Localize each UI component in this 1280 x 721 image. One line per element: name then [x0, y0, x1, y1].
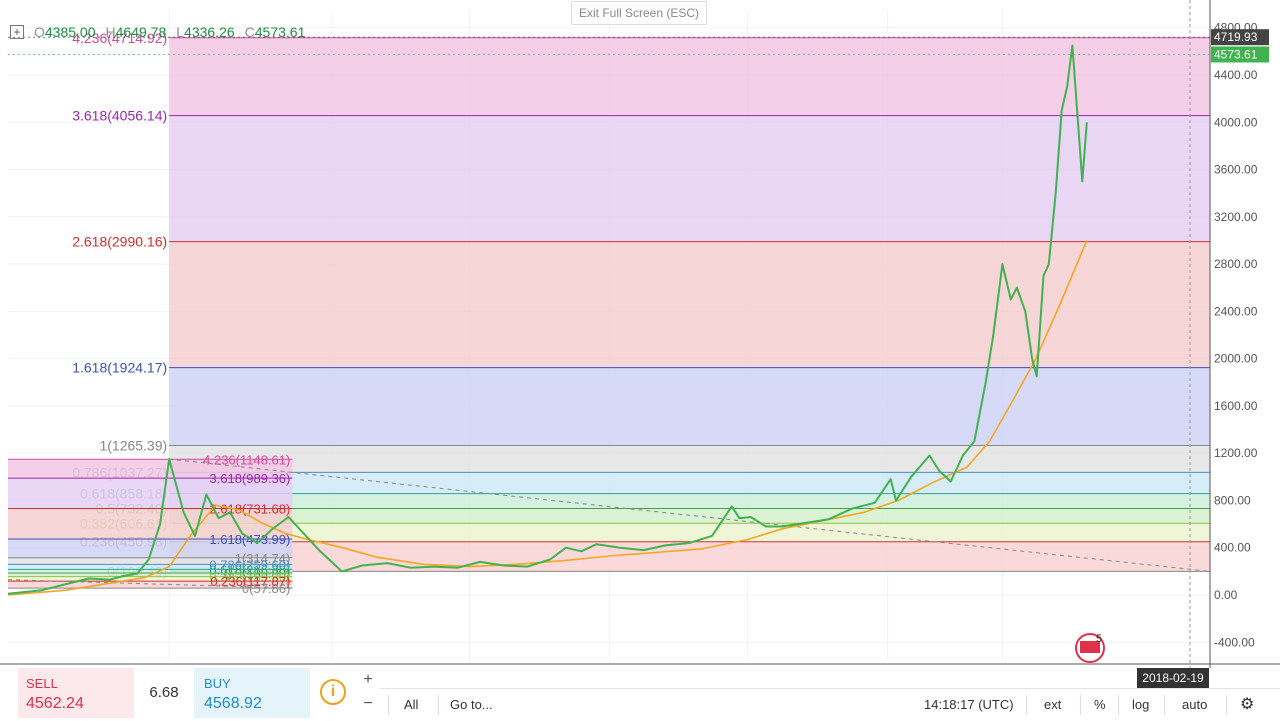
- fib-extension-small: 4.236(1148.61) 3.618(989.36) 2.618(731.68)…: [8, 452, 293, 596]
- low-value: 4336.26: [184, 24, 235, 40]
- settings-icon[interactable]: ⚙: [1240, 696, 1255, 713]
- low-label: L: [176, 24, 185, 40]
- high-label: H: [105, 24, 116, 40]
- y-tick-label: 2800.00: [1214, 257, 1258, 271]
- fib-band: [8, 581, 293, 589]
- zoom-in-button[interactable]: +: [363, 671, 373, 688]
- y-tick-label: 800.00: [1214, 493, 1251, 507]
- fib-level-label: 3.618(989.36): [209, 471, 290, 486]
- fib-band: [169, 367, 1211, 446]
- fib-level-label: 0.618(216.30): [209, 562, 290, 577]
- y-tick-label: 4000.00: [1214, 115, 1258, 129]
- y-tick-label: -400.00: [1214, 635, 1255, 649]
- fib-band: [169, 523, 1211, 542]
- sell-label: SELL: [26, 676, 58, 691]
- price-badge-label: 4719.93: [1214, 30, 1258, 44]
- fib-band: [169, 445, 1211, 473]
- crosshair-date-label: 2018-02-19: [1137, 668, 1209, 688]
- clock-text[interactable]: 14:18:17 (UTC): [924, 697, 1014, 712]
- fib-band: [8, 576, 293, 582]
- flag-count: 5: [1096, 633, 1102, 645]
- price-chart[interactable]: 4.236(4714.92) 3.618(4056.14) 2.618(2990.1…: [0, 0, 1280, 668]
- price-series: [7, 44, 1088, 595]
- fib-band: [169, 541, 1211, 572]
- fib-level-label: 0.236(117.87): [210, 574, 290, 589]
- price-badge: [1211, 46, 1269, 63]
- fib-band: [8, 538, 293, 558]
- fib-level-label: 2.618(2990.16): [72, 234, 167, 250]
- events-flag-icon: 5: [1075, 633, 1105, 663]
- spread-value: 6.68: [134, 668, 194, 718]
- time-axis: Jun2015Jul2016Jul2017Jun: [0, 663, 1280, 665]
- fib-level-label: 1.618(473.99): [209, 532, 290, 547]
- buy-button[interactable]: BUY 4568.92: [194, 668, 310, 718]
- close-label: C: [244, 24, 255, 40]
- fib-level-label: 0.5(185.80): [224, 566, 291, 581]
- fib-extension-large: 4.236(4714.92) 3.618(4056.14) 2.618(2990.1…: [72, 30, 1211, 579]
- log-button[interactable]: log: [1132, 697, 1150, 712]
- fib-band: [169, 472, 1211, 494]
- ohlc-legend: + O 4385.00 H 4649.78 L 4336.26 C 4573.61: [10, 22, 311, 42]
- fib-level-label: 4.236(1148.61): [203, 452, 290, 467]
- y-tick-label: 2000.00: [1214, 352, 1258, 366]
- y-tick-label: 400.00: [1214, 541, 1251, 555]
- y-tick-label: 3200.00: [1214, 210, 1258, 224]
- fib-level-label: 1(314.74): [235, 551, 291, 566]
- y-tick-label: 1200.00: [1214, 446, 1258, 460]
- expand-icon[interactable]: +: [10, 25, 24, 39]
- range-all-button[interactable]: All: [404, 697, 419, 712]
- info-icon[interactable]: i: [320, 679, 346, 705]
- fib-band: [169, 115, 1211, 242]
- percent-button[interactable]: %: [1094, 697, 1106, 712]
- high-value: 4649.78: [115, 24, 167, 40]
- y-tick-label: 3600.00: [1214, 163, 1258, 177]
- buy-label: BUY: [204, 676, 231, 691]
- fib-level-label: 2.618(731.68): [209, 502, 290, 517]
- y-tick-label: 0.00: [1214, 588, 1238, 602]
- exit-fullscreen-button[interactable]: Exit Full Screen (ESC): [571, 1, 708, 25]
- fib-level-label: 1(1265.39): [99, 437, 167, 453]
- fib-level-label: 0.786(259.60): [209, 557, 290, 572]
- fib-band: [169, 508, 1211, 524]
- fib-band: [169, 493, 1211, 509]
- price-badge-label: 4573.61: [1214, 47, 1258, 61]
- flag-shape: [1080, 641, 1100, 653]
- ext-button[interactable]: ext: [1044, 697, 1062, 712]
- fib-level-label: 4.236(4714.92): [72, 30, 167, 46]
- price-line: [7, 44, 1088, 595]
- sell-price: 4562.24: [26, 695, 84, 712]
- buy-price: 4568.92: [204, 695, 262, 712]
- fib-band: [169, 241, 1211, 368]
- y-tick-label: 1600.00: [1214, 399, 1258, 413]
- zoom-out-button[interactable]: −: [363, 695, 373, 712]
- price-axis: 4800.004400.004000.003600.003200.002800.…: [8, 0, 1269, 668]
- trend-line: [169, 458, 1211, 572]
- auto-button[interactable]: auto: [1182, 697, 1208, 712]
- fib-band: [8, 569, 293, 574]
- price-badge: [1211, 29, 1269, 46]
- fib-band: [8, 564, 293, 570]
- fib-band: [169, 37, 1211, 116]
- fib-level-label: 1.618(1924.17): [72, 360, 167, 376]
- close-value: 4573.61: [254, 24, 306, 40]
- fib-band: [8, 478, 293, 509]
- bottom-toolbar: All Go to... 14:18:17 (UTC) ext % log au…: [380, 688, 1280, 721]
- y-tick-label: 4400.00: [1214, 68, 1258, 82]
- fib-band: [8, 557, 293, 565]
- open-value: 4385.00: [44, 24, 96, 40]
- trend-lines: [7, 458, 1211, 589]
- fib-band: [8, 459, 293, 479]
- fib-level-label: 0(57.86): [242, 581, 290, 596]
- sell-button[interactable]: SELL 4562.24: [18, 668, 134, 718]
- goto-button[interactable]: Go to...: [450, 697, 493, 712]
- fib-level-label: 3.618(4056.14): [72, 108, 167, 124]
- open-label: O: [34, 24, 45, 40]
- y-tick-label: 2400.00: [1214, 304, 1258, 318]
